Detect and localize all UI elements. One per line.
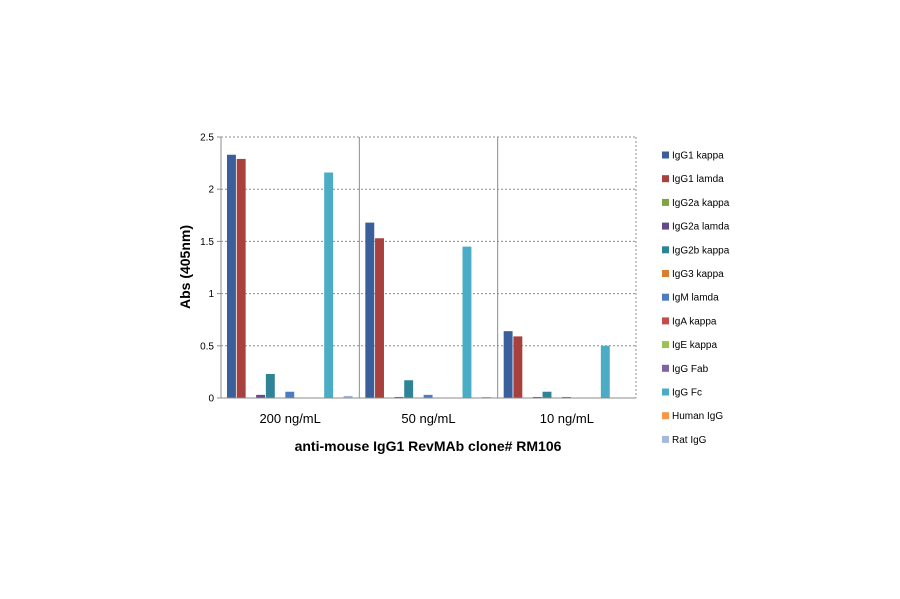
legend-label: IgE kappa bbox=[672, 340, 717, 351]
legend-swatch bbox=[662, 412, 669, 420]
bar bbox=[513, 336, 523, 398]
bar bbox=[285, 391, 295, 398]
bars-layer bbox=[227, 154, 610, 398]
legend-swatch bbox=[662, 388, 669, 396]
bar bbox=[375, 238, 384, 398]
bar bbox=[423, 394, 433, 398]
y-tick-label: 2 bbox=[208, 185, 214, 196]
bar bbox=[365, 222, 375, 398]
bar bbox=[227, 154, 236, 398]
bar bbox=[324, 172, 334, 398]
y-axis-title: Abs (405nm) bbox=[177, 225, 193, 309]
legend-label: IgG1 kappa bbox=[672, 151, 724, 162]
legend-label: IgM lamda bbox=[672, 293, 719, 304]
legend-swatch bbox=[662, 364, 669, 372]
legend-label: IgA kappa bbox=[672, 316, 717, 327]
legend-label: IgG3 kappa bbox=[672, 269, 724, 280]
legend-label: Human IgG bbox=[672, 411, 723, 422]
legend-swatch bbox=[662, 293, 669, 301]
bar bbox=[394, 396, 404, 398]
legend-swatch bbox=[662, 270, 669, 277]
y-tick-label: 2.5 bbox=[200, 133, 214, 144]
bar bbox=[600, 345, 610, 398]
bar bbox=[265, 373, 275, 398]
bar bbox=[503, 331, 513, 398]
legend-swatch bbox=[662, 198, 669, 206]
legend-swatch bbox=[662, 317, 669, 325]
y-tick-label: 1.5 bbox=[200, 237, 214, 248]
x-tick-label: 10 ng/mL bbox=[540, 411, 594, 426]
x-tick-label: 50 ng/mL bbox=[401, 411, 455, 426]
legend-swatch bbox=[662, 435, 669, 443]
bar bbox=[481, 396, 491, 398]
legend-label: Rat IgG bbox=[672, 435, 707, 446]
bar bbox=[532, 396, 542, 398]
legend-swatch bbox=[662, 222, 669, 230]
legend-label: IgG Fc bbox=[672, 388, 702, 399]
axis-layer: 0 0.5 1 1.5 2 2.5 200 ng/mL 50 ng/mL 10 ng/mL bbox=[200, 133, 636, 426]
bar bbox=[542, 391, 552, 398]
y-tick-label: 0.5 bbox=[200, 341, 214, 352]
legend: IgG1 kappa IgG1 lamda IgG2a kappa IgG2a lam… bbox=[662, 151, 730, 446]
bar bbox=[462, 246, 472, 398]
bar bbox=[404, 380, 414, 398]
y-tick-label: 1 bbox=[208, 289, 214, 300]
legend-swatch bbox=[662, 246, 669, 254]
legend-swatch bbox=[662, 341, 669, 349]
legend-label: IgG1 lamda bbox=[672, 174, 724, 185]
legend-label: IgG2a lamda bbox=[672, 222, 730, 233]
bar bbox=[256, 394, 266, 398]
y-tick-label: 0 bbox=[208, 394, 214, 405]
grid-layer bbox=[221, 136, 637, 398]
bar bbox=[561, 396, 571, 398]
legend-swatch bbox=[662, 175, 669, 183]
legend-label: IgG2b kappa bbox=[672, 245, 730, 256]
legend-label: IgG2a kappa bbox=[672, 198, 730, 209]
legend-swatch bbox=[662, 151, 669, 159]
legend-label: IgG Fab bbox=[672, 364, 709, 375]
x-axis-title: anti-mouse IgG1 RevMAb clone# RM106 bbox=[295, 438, 562, 454]
x-tick-label: 200 ng/mL bbox=[259, 411, 320, 426]
bar bbox=[236, 158, 246, 398]
bar bbox=[343, 395, 353, 398]
